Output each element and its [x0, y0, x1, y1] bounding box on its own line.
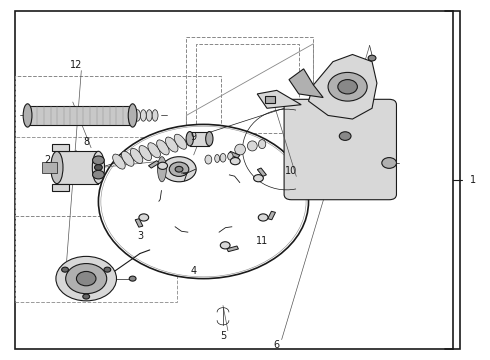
- Circle shape: [258, 214, 268, 221]
- Circle shape: [139, 214, 148, 221]
- Text: 2: 2: [44, 155, 50, 165]
- Ellipse shape: [139, 145, 151, 161]
- Polygon shape: [228, 151, 240, 158]
- Circle shape: [62, 267, 69, 272]
- Bar: [15, 76, 221, 216]
- Polygon shape: [268, 211, 275, 220]
- Ellipse shape: [158, 157, 166, 182]
- Text: 8: 8: [83, 138, 89, 147]
- Text: 11: 11: [256, 236, 268, 246]
- Polygon shape: [309, 54, 377, 119]
- Circle shape: [66, 264, 107, 294]
- Ellipse shape: [113, 154, 125, 169]
- Circle shape: [338, 80, 357, 94]
- FancyBboxPatch shape: [284, 99, 396, 200]
- Ellipse shape: [51, 151, 63, 184]
- Ellipse shape: [174, 134, 187, 149]
- Polygon shape: [135, 219, 143, 227]
- Ellipse shape: [92, 151, 104, 184]
- Ellipse shape: [23, 104, 32, 127]
- Bar: [42, 162, 57, 173]
- Polygon shape: [52, 144, 69, 151]
- Bar: [186, 37, 314, 173]
- Ellipse shape: [186, 131, 194, 146]
- Circle shape: [93, 156, 104, 165]
- Text: 3: 3: [137, 231, 143, 240]
- Ellipse shape: [122, 151, 134, 166]
- Text: 7: 7: [181, 173, 187, 183]
- Circle shape: [95, 165, 102, 170]
- Bar: [15, 137, 176, 302]
- Text: 9: 9: [191, 132, 197, 142]
- Circle shape: [169, 162, 189, 176]
- Bar: [27, 105, 133, 125]
- Circle shape: [368, 55, 376, 61]
- Ellipse shape: [135, 110, 141, 121]
- Circle shape: [104, 267, 111, 272]
- Bar: [57, 151, 98, 184]
- Ellipse shape: [220, 153, 226, 162]
- Circle shape: [98, 125, 309, 279]
- Ellipse shape: [247, 141, 257, 151]
- Text: 10: 10: [285, 166, 297, 176]
- Text: 12: 12: [70, 60, 83, 70]
- Ellipse shape: [228, 153, 233, 160]
- Ellipse shape: [141, 110, 147, 121]
- Ellipse shape: [152, 110, 158, 121]
- Polygon shape: [289, 69, 323, 98]
- Circle shape: [56, 256, 117, 301]
- Polygon shape: [227, 246, 239, 252]
- Polygon shape: [257, 168, 267, 176]
- Circle shape: [339, 132, 351, 140]
- Circle shape: [158, 162, 168, 170]
- Text: 4: 4: [191, 266, 197, 276]
- Ellipse shape: [166, 137, 178, 152]
- Ellipse shape: [130, 148, 143, 163]
- Circle shape: [254, 175, 263, 182]
- Text: 6: 6: [274, 340, 280, 350]
- Polygon shape: [148, 161, 160, 168]
- Circle shape: [175, 166, 183, 172]
- Bar: [265, 96, 275, 103]
- Polygon shape: [52, 184, 69, 191]
- Polygon shape: [257, 90, 301, 108]
- Text: 5: 5: [220, 331, 226, 341]
- Ellipse shape: [148, 143, 160, 158]
- Circle shape: [83, 294, 90, 299]
- Ellipse shape: [215, 154, 220, 162]
- Ellipse shape: [205, 155, 212, 164]
- Circle shape: [328, 72, 367, 101]
- Ellipse shape: [147, 110, 152, 121]
- Circle shape: [162, 157, 196, 182]
- Circle shape: [76, 271, 96, 286]
- Ellipse shape: [128, 104, 137, 127]
- Text: 1: 1: [470, 175, 476, 185]
- Circle shape: [220, 242, 230, 249]
- Circle shape: [382, 158, 396, 168]
- Ellipse shape: [157, 140, 169, 155]
- Polygon shape: [190, 131, 209, 146]
- Ellipse shape: [258, 140, 266, 149]
- Bar: [196, 44, 299, 134]
- Circle shape: [129, 276, 136, 281]
- Ellipse shape: [235, 144, 245, 155]
- Circle shape: [230, 158, 240, 165]
- Ellipse shape: [206, 131, 213, 146]
- Circle shape: [93, 170, 104, 179]
